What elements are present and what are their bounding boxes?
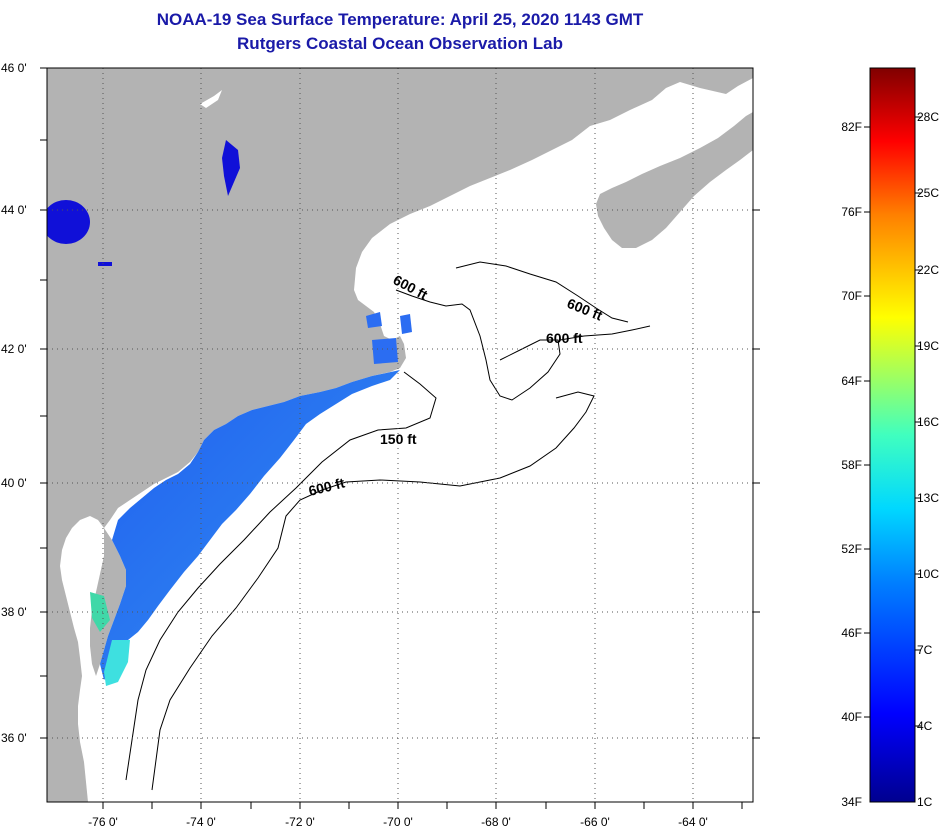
colorbar-c-19: 19C: [917, 339, 939, 353]
lat-label-36: 36 0': [1, 731, 27, 745]
sst-warm-inshore: [104, 640, 130, 686]
colorbar-c-7: 7C: [917, 643, 933, 657]
title-line-2: Rutgers Coastal Ocean Observation Lab: [237, 34, 563, 53]
colorbar-f-64: 64F: [841, 374, 862, 388]
colorbar-c-22: 22C: [917, 263, 939, 277]
lat-label-46: 46 0': [1, 61, 27, 75]
lon-label-66: -66 0': [580, 815, 610, 829]
lon-label-72: -72 0': [285, 815, 315, 829]
sst-swath: [100, 370, 400, 680]
colorbar-f-82: 82F: [841, 120, 862, 134]
lon-label-64: -64 0': [678, 815, 708, 829]
lake-small-1: [200, 90, 222, 108]
colorbar-c-16: 16C: [917, 415, 939, 429]
contour-label-150ft: 150 ft: [380, 431, 417, 447]
sst-cape-cod-bay: [372, 338, 398, 364]
colorbar-c-10: 10C: [917, 567, 939, 581]
lon-label-68: -68 0': [481, 815, 511, 829]
colorbar: [869, 67, 916, 803]
land-mainland: [47, 68, 753, 802]
colorbar-c-25: 25C: [917, 186, 939, 200]
bay-of-fundy: [596, 110, 724, 176]
contour-600ft-north: [455, 261, 629, 323]
lon-label-70: -70 0': [383, 815, 413, 829]
land-nova-scotia: [596, 112, 753, 248]
lat-label-44: 44 0': [1, 203, 27, 217]
colorbar-f-52: 52F: [841, 542, 862, 556]
contour-600ft-gom: [395, 289, 651, 401]
sst-chesapeake: [90, 592, 110, 632]
lon-label-76: -76 0': [88, 815, 118, 829]
lake-small-2: [98, 262, 112, 266]
lake-ontario: [47, 200, 90, 244]
map-frame: [46, 67, 754, 803]
lat-label-42: 42 0': [1, 342, 27, 356]
colorbar-f-70: 70F: [841, 289, 862, 303]
colorbar-f-34: 34F: [841, 795, 862, 809]
sst-mass-bay: [366, 312, 382, 328]
colorbar-c-28: 28C: [917, 110, 939, 124]
colorbar-f-58: 58F: [841, 458, 862, 472]
contour-150ft: [125, 371, 437, 781]
colorbar-f-40: 40F: [841, 710, 862, 724]
sst-nantucket: [400, 314, 412, 334]
land-delmarva: [90, 528, 126, 676]
contour-600ft-south: [151, 391, 595, 791]
colorbar-c-13: 13C: [917, 491, 939, 505]
title-line-1: NOAA-19 Sea Surface Temperature: April 2…: [156, 10, 644, 29]
colorbar-c-4: 4C: [917, 719, 933, 733]
colorbar-c-1: 1C: [917, 795, 933, 809]
lat-label-40: 40 0': [1, 476, 27, 490]
lon-label-74: -74 0': [186, 815, 216, 829]
contour-label-600ft-georges: 600 ft: [546, 330, 583, 346]
map-ticks: [40, 67, 760, 809]
colorbar-f-46: 46F: [841, 626, 862, 640]
lat-label-38: 38 0': [1, 605, 27, 619]
lake-champlain: [222, 140, 240, 196]
colorbar-ticks: [864, 116, 921, 727]
colorbar-f-76: 76F: [841, 205, 862, 219]
